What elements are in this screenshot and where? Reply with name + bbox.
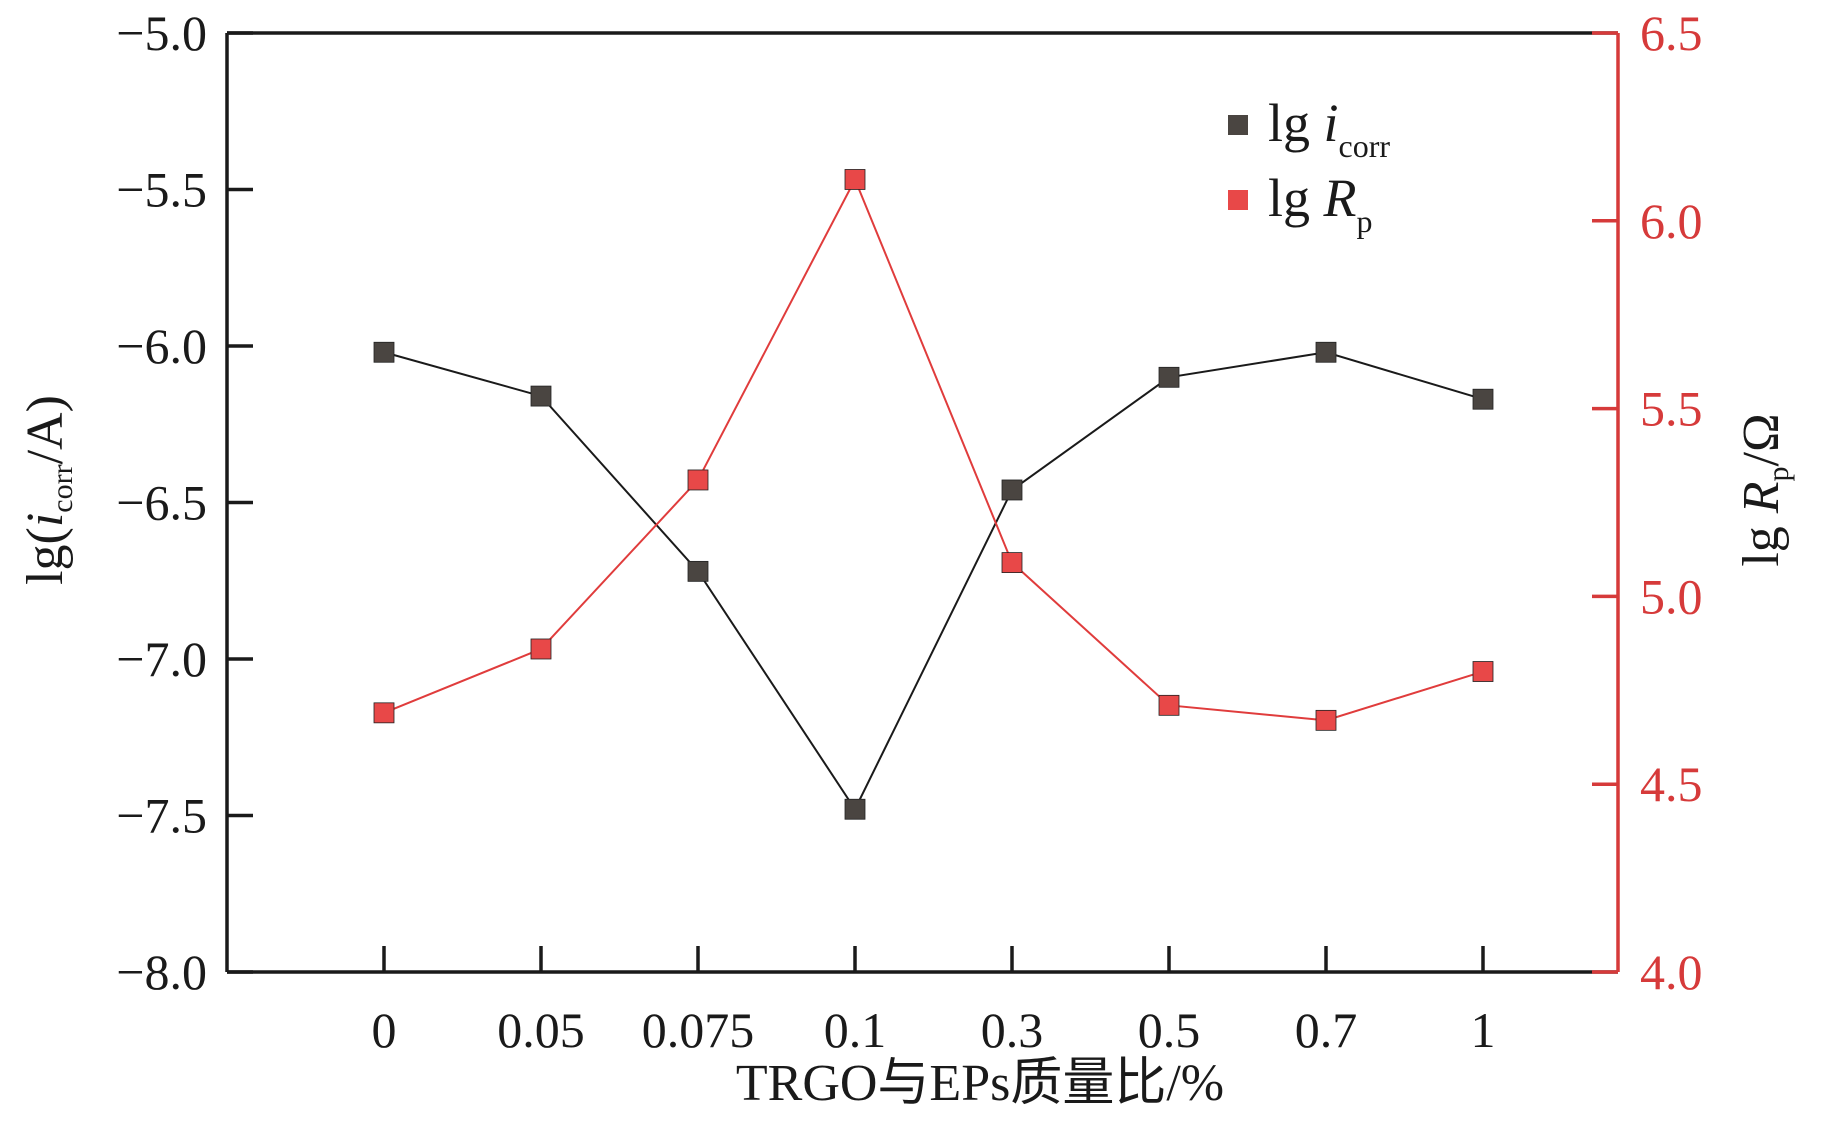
x-axis-title: TRGO与EPs质量比/% — [736, 1055, 1224, 1112]
right-tick-label: 4.0 — [1640, 944, 1703, 1000]
left-tick-label: −7.0 — [116, 631, 207, 687]
series-layer — [373, 169, 1494, 820]
legend-marker — [1228, 190, 1248, 210]
right-axis-title-italic: R — [1733, 481, 1790, 514]
left-tick-label: −8.0 — [116, 944, 207, 1000]
x-tick-label: 0.7 — [1295, 1002, 1358, 1058]
x-tick-label: 0.5 — [1138, 1002, 1201, 1058]
legend-label-prefix: lg — [1268, 93, 1324, 153]
right-axis-title-suffix: /Ω — [1733, 413, 1790, 466]
series-line — [383, 177, 1484, 722]
data-point — [1001, 552, 1023, 573]
data-point — [1472, 661, 1494, 682]
left-axis-title-prefix: lg( — [17, 527, 74, 585]
data-point — [530, 385, 552, 407]
data-point — [1158, 694, 1180, 716]
right-tick-label: 5.5 — [1640, 381, 1703, 437]
x-tick-label: 0.3 — [981, 1002, 1044, 1058]
left-axis: −8.0 −7.5 −7.0 −6.5 −6.0 −5.5 −5.0 — [116, 5, 253, 1000]
data-point — [1315, 341, 1337, 363]
right-tick-label: 6.5 — [1640, 5, 1703, 61]
series-lg-rp — [373, 169, 1494, 731]
right-axis-title-prefix: lg — [1733, 513, 1790, 566]
x-axis: 0 0.05 0.075 0.1 0.3 0.5 0.7 1 — [372, 946, 1496, 1058]
right-axis-title: lg Rp/Ω — [1733, 413, 1795, 566]
x-tick-label: 1 — [1471, 1002, 1496, 1058]
right-tick-label: 6.0 — [1640, 193, 1703, 249]
left-tick-label: −5.5 — [116, 162, 207, 218]
data-point — [1001, 479, 1023, 501]
data-point — [1158, 366, 1180, 388]
x-tick-label: 0.05 — [497, 1002, 585, 1058]
left-axis-title-suffix: /A) — [17, 395, 74, 464]
data-point — [844, 169, 866, 190]
x-tick-label: 0 — [372, 1002, 397, 1058]
data-point — [373, 341, 395, 363]
x-tick-label: 0.1 — [824, 1002, 887, 1058]
right-axis-title-sub: p — [1762, 466, 1795, 481]
left-tick-label: −6.5 — [116, 475, 207, 531]
plot-frame — [225, 31, 1620, 974]
data-point — [844, 798, 866, 820]
legend-label-italic: i — [1324, 93, 1339, 153]
legend-marker — [1228, 115, 1248, 135]
left-tick-label: −6.0 — [116, 318, 207, 374]
legend-label: lg icorr — [1268, 93, 1390, 164]
right-tick-label: 5.0 — [1640, 568, 1703, 624]
legend-label-sub: corr — [1339, 128, 1391, 164]
legend-label-prefix: lg — [1268, 168, 1324, 228]
legend-label: lg Rp — [1268, 168, 1373, 239]
data-point — [373, 702, 395, 724]
left-axis-title: lg(icorr/A) — [17, 395, 79, 585]
data-point — [1472, 388, 1494, 410]
data-point — [687, 469, 709, 491]
series-lg-icorr — [373, 341, 1494, 820]
legend-label-sub: p — [1357, 203, 1373, 239]
data-point — [1315, 709, 1337, 731]
left-tick-label: −7.5 — [116, 788, 207, 844]
right-tick-label: 4.5 — [1640, 756, 1703, 812]
data-point — [530, 638, 552, 660]
left-axis-title-italic: i — [17, 513, 74, 527]
x-tick-label: 0.075 — [642, 1002, 755, 1058]
series-line — [383, 351, 1484, 812]
legend-label-italic: R — [1323, 168, 1357, 228]
left-axis-title-sub: corr — [46, 464, 79, 512]
left-tick-label: −5.0 — [116, 5, 207, 61]
right-axis: 4.0 4.5 5.0 5.5 6.0 6.5 — [1592, 5, 1703, 1000]
data-point — [687, 560, 709, 582]
